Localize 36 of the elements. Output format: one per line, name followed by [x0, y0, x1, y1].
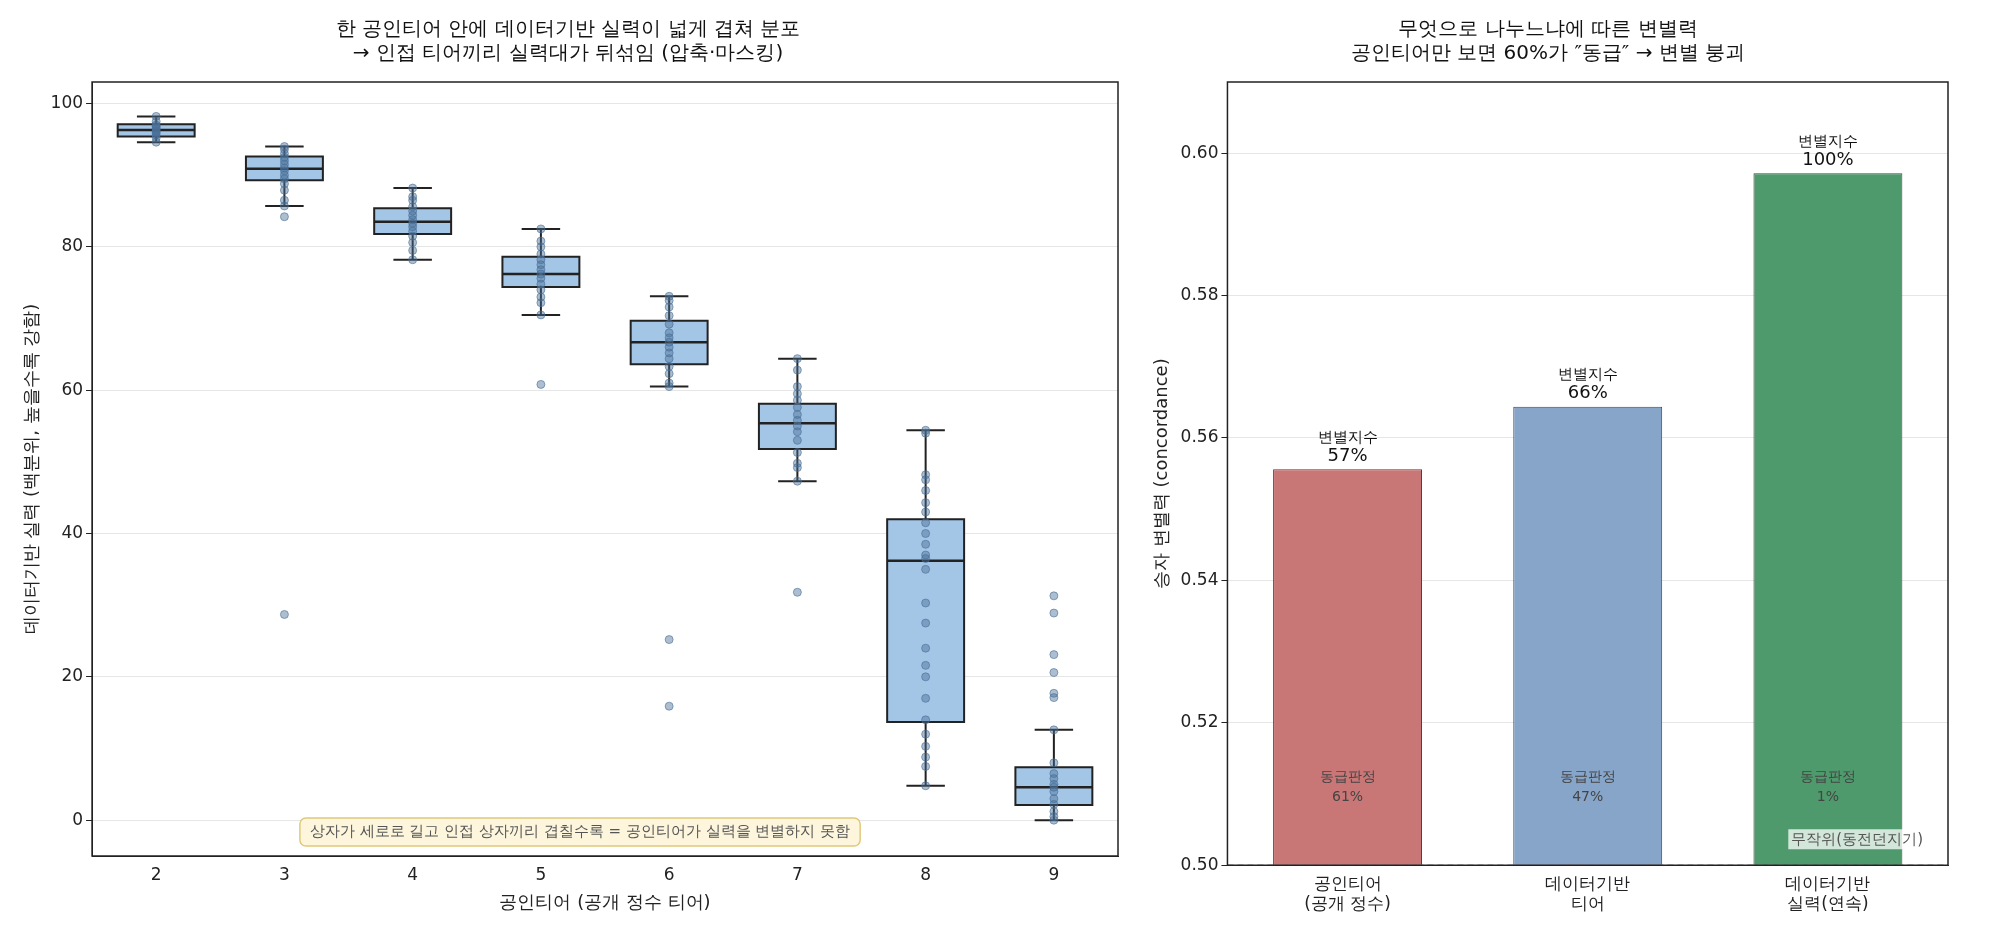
- y-axis-title: 승자 변별력 (concordance): [1150, 358, 1172, 589]
- y-tick-label: 80: [61, 235, 84, 256]
- annotation: 동급판정 1%: [1799, 767, 1856, 804]
- x-tick-label: 2: [150, 863, 162, 884]
- x-tick-label: 4: [407, 863, 419, 884]
- x-tick-label: 7: [791, 863, 803, 884]
- ref-line-label: 무작위(동전던지기): [1791, 829, 1923, 848]
- annotation: 상자가 세로로 길고 인접 상자끼리 겹칠수록 = 공인티어가 실력을 변별하지 못함: [309, 821, 851, 840]
- y-tick-label: 0.58: [1180, 284, 1219, 305]
- y-tick-label: 0.60: [1180, 141, 1219, 162]
- x-tick-label: 6: [663, 863, 675, 884]
- y-tick-label: 0.50: [1180, 853, 1219, 874]
- annotation: 변별지수 66%: [1557, 365, 1618, 403]
- y-tick-label: 40: [61, 521, 84, 542]
- chart-title: 한 공인티어 안에 데이터기반 실력이 넓게 겹쳐 분포 → 인접 티어끼리 실력대가 뒤섞임 (압축·마스킹): [335, 16, 801, 65]
- y-tick-label: 100: [50, 91, 84, 112]
- x-tick-label: 공인티어 (공개 정수): [1304, 872, 1391, 914]
- y-tick-label: 0.52: [1180, 711, 1219, 732]
- y-axis-title: 데이터기반 실력 (백분위, 높을수록 강함): [20, 303, 42, 635]
- y-tick-label: 20: [61, 665, 84, 686]
- annotation: 동급판정 47%: [1559, 767, 1616, 804]
- annotation: 동급판정 61%: [1319, 767, 1376, 804]
- y-tick-label: 60: [61, 378, 84, 399]
- x-tick-label: 데이터기반 실력(연속): [1785, 872, 1871, 914]
- x-tick-label: 데이터기반 티어: [1545, 872, 1631, 914]
- x-tick-label: 3: [279, 863, 290, 884]
- chart-title: 무엇으로 나누느냐에 따른 변별력 공인티어만 보면 60%가 ″동급″ → 변별 붕괴: [1350, 16, 1746, 65]
- y-tick-label: 0.56: [1180, 426, 1219, 447]
- y-tick-label: 0.54: [1180, 568, 1219, 589]
- x-tick-label: 5: [535, 863, 547, 884]
- annotation: 변별지수 57%: [1317, 427, 1378, 465]
- annotation: 변별지수 100%: [1797, 131, 1858, 169]
- x-tick-label: 8: [920, 863, 932, 884]
- y-tick-label: 0: [72, 808, 84, 829]
- x-axis-title: 공인티어 (공개 정수 티어): [499, 890, 711, 912]
- x-tick-label: 9: [1048, 863, 1060, 884]
